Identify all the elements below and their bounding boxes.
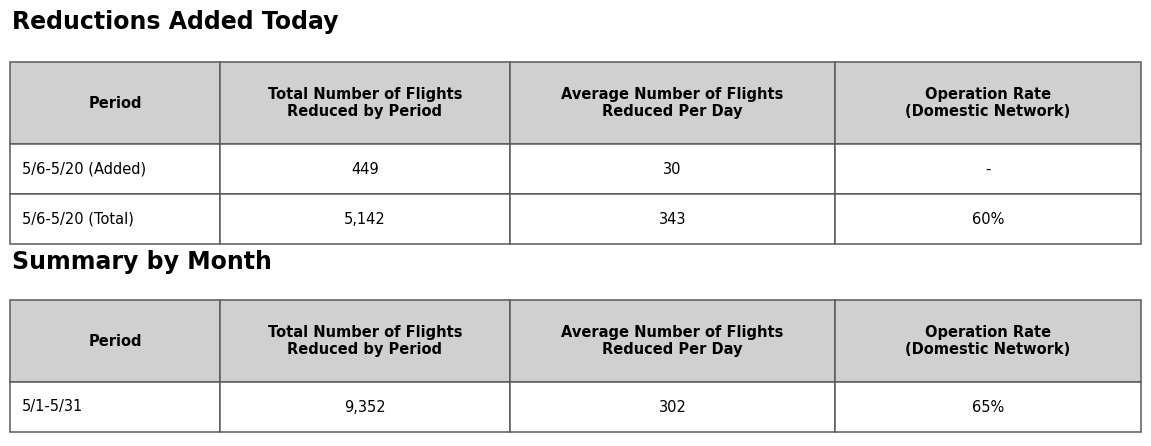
Bar xyxy=(510,382,834,432)
Bar xyxy=(834,194,1141,244)
Text: 9,352: 9,352 xyxy=(344,400,386,414)
Bar xyxy=(10,62,220,144)
Bar xyxy=(510,144,834,194)
Text: -: - xyxy=(985,161,991,177)
Text: 30: 30 xyxy=(663,161,681,177)
Text: 5,142: 5,142 xyxy=(344,211,386,227)
Bar xyxy=(10,194,220,244)
Bar xyxy=(220,300,510,382)
Bar xyxy=(510,300,834,382)
Text: 449: 449 xyxy=(351,161,379,177)
Bar xyxy=(834,382,1141,432)
Bar xyxy=(10,382,220,432)
Text: Summary by Month: Summary by Month xyxy=(12,250,272,274)
Text: Reductions Added Today: Reductions Added Today xyxy=(12,10,338,34)
Bar xyxy=(834,62,1141,144)
Text: Period: Period xyxy=(89,95,142,111)
Bar xyxy=(220,194,510,244)
Text: 5/1-5/31: 5/1-5/31 xyxy=(22,400,83,414)
Bar xyxy=(10,300,220,382)
Bar xyxy=(220,382,510,432)
Text: 60%: 60% xyxy=(971,211,1004,227)
Text: Period: Period xyxy=(89,334,142,348)
Text: 5/6-5/20 (Added): 5/6-5/20 (Added) xyxy=(22,161,146,177)
Text: Operation Rate
(Domestic Network): Operation Rate (Domestic Network) xyxy=(906,87,1070,119)
Text: Average Number of Flights
Reduced Per Day: Average Number of Flights Reduced Per Da… xyxy=(562,325,784,357)
Bar xyxy=(510,194,834,244)
Text: Operation Rate
(Domestic Network): Operation Rate (Domestic Network) xyxy=(906,325,1070,357)
Bar xyxy=(834,144,1141,194)
Bar xyxy=(220,62,510,144)
Text: Average Number of Flights
Reduced Per Day: Average Number of Flights Reduced Per Da… xyxy=(562,87,784,119)
Text: 5/6-5/20 (Total): 5/6-5/20 (Total) xyxy=(22,211,134,227)
Text: 343: 343 xyxy=(658,211,686,227)
Bar xyxy=(510,62,834,144)
Text: Total Number of Flights
Reduced by Period: Total Number of Flights Reduced by Perio… xyxy=(268,87,463,119)
Text: 65%: 65% xyxy=(971,400,1004,414)
Text: Total Number of Flights
Reduced by Period: Total Number of Flights Reduced by Perio… xyxy=(268,325,463,357)
Bar xyxy=(834,300,1141,382)
Text: 302: 302 xyxy=(658,400,686,414)
Bar xyxy=(10,144,220,194)
Bar xyxy=(220,144,510,194)
